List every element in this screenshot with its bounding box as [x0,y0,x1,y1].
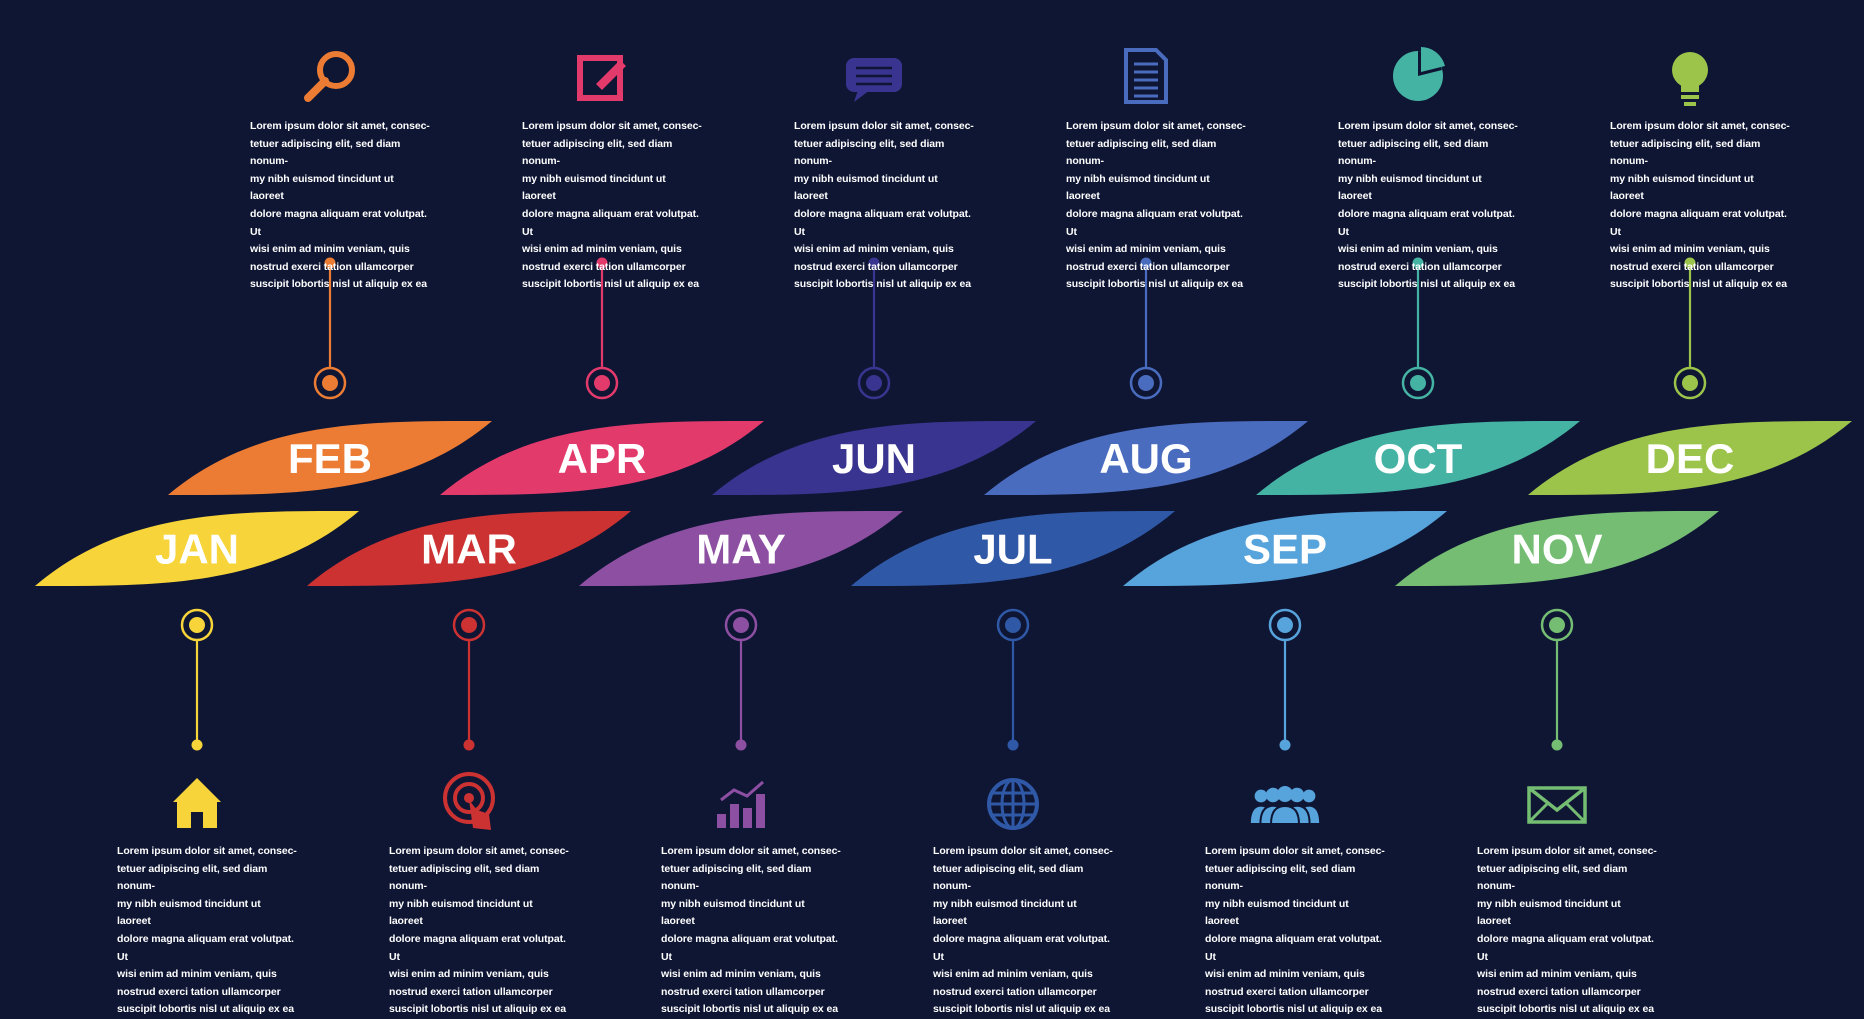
pie-chart-icon [1393,47,1445,101]
connector-dot [463,739,475,751]
month-label: DEC [1646,435,1735,482]
mail-icon [1527,786,1587,824]
connector-dot [1140,257,1152,269]
month-description-feb: Lorem ipsum dolor sit amet, consec-tetue… [250,120,430,291]
month-item-apr: APR [440,55,764,496]
month-band-aug [984,420,1308,496]
month-band-may [579,510,903,587]
connector-dot [1279,739,1291,751]
month-description-jul: Lorem ipsum dolor sit amet, consec-tetue… [933,845,1113,1016]
connector-dot [324,257,336,269]
month-label: APR [558,435,647,482]
month-label: JAN [155,526,239,573]
month-description-jun: Lorem ipsum dolor sit amet, consec-tetue… [794,120,974,291]
connector-dot [1412,257,1424,269]
connector-ring-dot [322,375,338,391]
month-band-jan [35,510,359,587]
connector-ring-dot [1277,617,1293,633]
connector-dot [1551,739,1563,751]
month-description-dec: Lorem ipsum dolor sit amet, consec-tetue… [1610,120,1790,291]
timeline-infographic: JAN FEB MAR APR MAY JUN JUL AUG SEP OCT NOV DEC Lor… [35,47,1852,1015]
month-item-may: MAY [579,510,903,828]
month-description-jan: Lorem ipsum dolor sit amet, consec-tetue… [117,845,297,1016]
month-band-feb [168,420,492,496]
month-description-oct: Lorem ipsum dolor sit amet, consec-tetue… [1338,120,1518,291]
connector-ring-dot [1138,375,1154,391]
connector-dot [596,257,608,269]
month-label: OCT [1374,435,1463,482]
month-band-nov [1395,510,1719,587]
month-label: JUN [832,435,916,482]
connector-ring-dot [594,375,610,391]
connector-ring-dot [189,617,205,633]
month-description-aug: Lorem ipsum dolor sit amet, consec-tetue… [1066,120,1246,291]
chat-icon [846,58,902,102]
month-item-feb: FEB [168,51,492,496]
month-band-apr [440,420,764,496]
timeline-diagram: JAN FEB MAR APR MAY JUN JUL AUG SEP OCT NOV DEC [35,47,1852,830]
globe-icon [987,778,1039,830]
month-item-nov: NOV [1395,510,1719,824]
connector-ring-dot [1549,617,1565,633]
month-label: AUG [1099,435,1192,482]
month-label: SEP [1243,526,1327,573]
connector-ring-dot [1410,375,1426,391]
month-band-mar [307,510,631,587]
touch-target-icon [443,772,495,830]
edit-icon [577,55,626,101]
document-icon [1124,48,1168,104]
bar-chart-icon [717,780,765,828]
home-icon [173,778,221,828]
connector-dot [1007,739,1019,751]
month-label: MAY [696,526,785,573]
month-band-sep [1123,510,1447,587]
connector-dot [1684,257,1696,269]
month-label: JUL [973,526,1052,573]
month-label: FEB [288,435,372,482]
month-item-oct: OCT [1256,47,1580,496]
connector-dot [868,257,880,269]
search-icon [304,51,355,102]
month-item-mar: MAR [307,510,631,830]
connector-ring-dot [461,617,477,633]
month-item-sep: SEP [1123,510,1447,825]
month-band-jul [851,510,1175,587]
connector-ring-dot [733,617,749,633]
month-item-jul: JUL [851,510,1175,830]
connector-ring-dot [1682,375,1698,391]
month-band-jun [712,420,1036,496]
connector-dot [735,739,747,751]
month-label: NOV [1511,526,1602,573]
month-item-jun: JUN [712,58,1036,496]
connector-ring-dot [866,375,882,391]
team-icon [1248,786,1322,825]
month-band-oct [1256,420,1580,496]
month-description-sep: Lorem ipsum dolor sit amet, consec-tetue… [1205,845,1385,1016]
month-item-dec: DEC [1528,52,1852,496]
month-item-jan: JAN [35,510,359,828]
lightbulb-icon [1672,52,1708,106]
connector-ring-dot [1005,617,1021,633]
month-band-dec [1528,420,1852,496]
month-description-apr: Lorem ipsum dolor sit amet, consec-tetue… [522,120,702,291]
month-label: MAR [421,526,517,573]
month-description-nov: Lorem ipsum dolor sit amet, consec-tetue… [1477,845,1657,1016]
connector-dot [191,739,203,751]
month-description-may: Lorem ipsum dolor sit amet, consec-tetue… [661,845,841,1016]
month-description-mar: Lorem ipsum dolor sit amet, consec-tetue… [389,845,569,1016]
month-item-aug: AUG [984,48,1308,496]
